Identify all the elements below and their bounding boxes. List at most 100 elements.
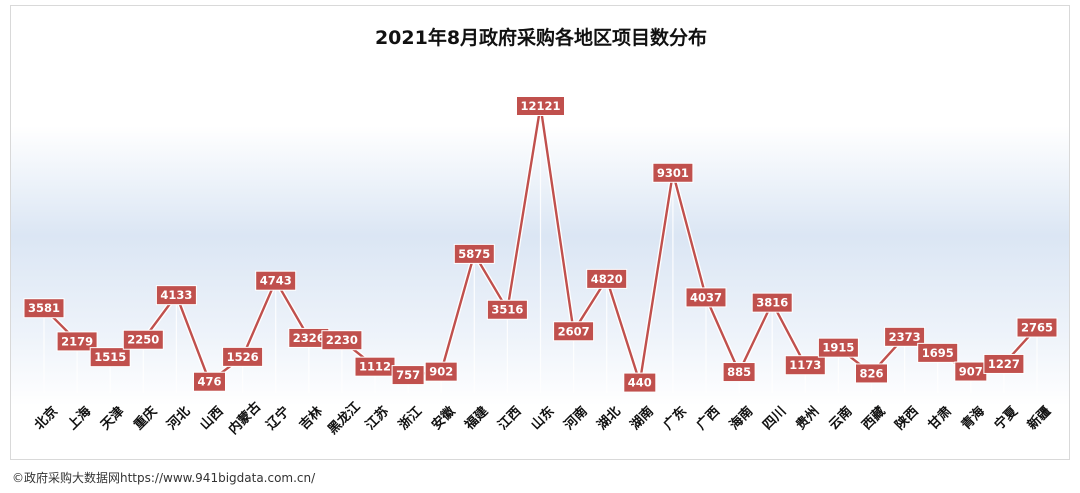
- data-label: 1112: [354, 356, 396, 377]
- data-label-box: [586, 268, 628, 289]
- data-label-box: [1016, 317, 1058, 338]
- data-label-value: 1173: [789, 358, 821, 372]
- data-label-value: 476: [197, 375, 221, 389]
- data-label-value: 907: [959, 365, 983, 379]
- data-label-value: 1227: [988, 357, 1020, 371]
- x-tick-label: 河北: [164, 403, 194, 433]
- data-label-box: [89, 347, 131, 368]
- data-label-box: [685, 287, 727, 308]
- data-label: 9301: [652, 162, 694, 183]
- data-label-box: [23, 298, 65, 319]
- data-label-box: [56, 331, 98, 352]
- x-tick-label: 福建: [461, 403, 491, 433]
- data-label-box: [122, 329, 164, 350]
- x-tick-label: 辽宁: [263, 403, 293, 433]
- x-tick-label: 贵州: [793, 403, 823, 433]
- data-label: 5875: [453, 243, 495, 264]
- data-label: 4820: [586, 268, 628, 289]
- data-label: 12121: [516, 96, 565, 116]
- data-label-value: 757: [396, 368, 420, 382]
- data-label-value: 1915: [822, 341, 854, 355]
- data-label-value: 2373: [889, 330, 921, 344]
- data-label-box: [553, 321, 595, 342]
- data-label: 2230: [321, 330, 363, 351]
- data-label-value: 885: [727, 365, 751, 379]
- data-label-value: 9301: [657, 166, 689, 180]
- category-labels-layer: 北京 上海 天津 重庆 河北 山西 内蒙古 辽宁 吉林 黑龙江 江苏 浙江 安徽 福建 江西 山东 河南 湖北 湖南…: [31, 399, 1054, 438]
- x-tick-label: 甘肃: [925, 403, 955, 433]
- x-tick-label: 青海: [958, 403, 988, 433]
- data-label: 1173: [784, 355, 826, 376]
- x-tick-label: 广东: [660, 403, 690, 433]
- data-label-value: 2230: [326, 333, 358, 347]
- data-label-value: 2179: [61, 334, 93, 348]
- x-tick-label: 黑龙江: [325, 399, 364, 438]
- data-label: 1526: [222, 346, 264, 367]
- data-label-box: [193, 371, 226, 392]
- data-label: 2250: [122, 329, 164, 350]
- data-label-box: [817, 337, 859, 358]
- data-label-box: [784, 355, 826, 376]
- data-label-value: 3581: [28, 301, 60, 315]
- chart-frame: 2021年8月政府采购各地区项目数分布 3581 2179 1515 2250 4133…: [10, 5, 1070, 460]
- source-credit: ©政府采购大数据网https://www.941bigdata.com.cn/: [12, 471, 316, 485]
- data-label: 885: [722, 362, 756, 383]
- x-tick-label: 新疆: [1024, 403, 1054, 433]
- data-label-box: [391, 365, 425, 386]
- data-label-box: [155, 285, 197, 306]
- data-label: 4743: [255, 270, 297, 291]
- data-label: 1915: [817, 337, 859, 358]
- x-tick-label: 四川: [760, 404, 789, 433]
- data-label-value: 1695: [922, 346, 954, 360]
- data-label: 476: [193, 371, 226, 392]
- data-label-box: [917, 342, 959, 363]
- data-label-box: [424, 361, 458, 382]
- data-label-box: [855, 363, 888, 384]
- x-tick-label: 北京: [31, 403, 61, 433]
- data-label: 3816: [751, 292, 793, 313]
- data-label-box: [652, 162, 694, 183]
- x-tick-label: 宁夏: [991, 403, 1021, 433]
- data-label-value: 1515: [94, 350, 126, 364]
- data-label: 1515: [89, 347, 131, 368]
- data-label-value: 3516: [491, 303, 523, 317]
- data-label-value: 4037: [690, 290, 722, 304]
- data-label: 1695: [917, 342, 959, 363]
- data-label: 2179: [56, 331, 98, 352]
- data-label-value: 826: [859, 366, 883, 380]
- data-label-value: 440: [628, 376, 652, 390]
- data-label: 2373: [884, 326, 926, 347]
- data-label: 1227: [983, 353, 1025, 374]
- data-label-box: [516, 96, 565, 116]
- data-label: 2765: [1016, 317, 1058, 338]
- data-label: 826: [855, 363, 888, 384]
- data-label-value: 2326: [293, 331, 325, 345]
- x-tick-label: 天津: [98, 403, 128, 433]
- data-label-value: 1112: [359, 360, 391, 374]
- x-tick-label: 山西: [197, 403, 227, 433]
- data-label: 902: [424, 361, 458, 382]
- data-label-box: [486, 299, 528, 320]
- data-label-value: 1526: [227, 350, 259, 364]
- x-tick-label: 江西: [495, 403, 525, 433]
- x-tick-label: 河南: [561, 403, 591, 433]
- x-tick-label: 重庆: [131, 403, 161, 433]
- x-tick-label: 吉林: [296, 403, 326, 433]
- data-label-box: [884, 326, 926, 347]
- data-label: 4133: [155, 285, 197, 306]
- data-label-box: [722, 362, 756, 383]
- x-tick-label: 云南: [826, 403, 856, 433]
- data-label-value: 4133: [160, 288, 192, 302]
- chart-title: 2021年8月政府采购各地区项目数分布: [375, 26, 707, 49]
- data-label-value: 3816: [756, 296, 788, 310]
- x-tick-label: 安徽: [429, 403, 459, 433]
- x-tick-label: 内蒙古: [225, 399, 264, 438]
- data-label: 757: [391, 365, 425, 386]
- data-label-box: [751, 292, 793, 313]
- data-label: 4037: [685, 287, 727, 308]
- x-tick-label: 浙江: [395, 403, 425, 433]
- data-label-value: 4743: [260, 274, 292, 288]
- x-tick-label: 湖北: [595, 404, 624, 433]
- x-tick-label: 海南: [726, 403, 756, 433]
